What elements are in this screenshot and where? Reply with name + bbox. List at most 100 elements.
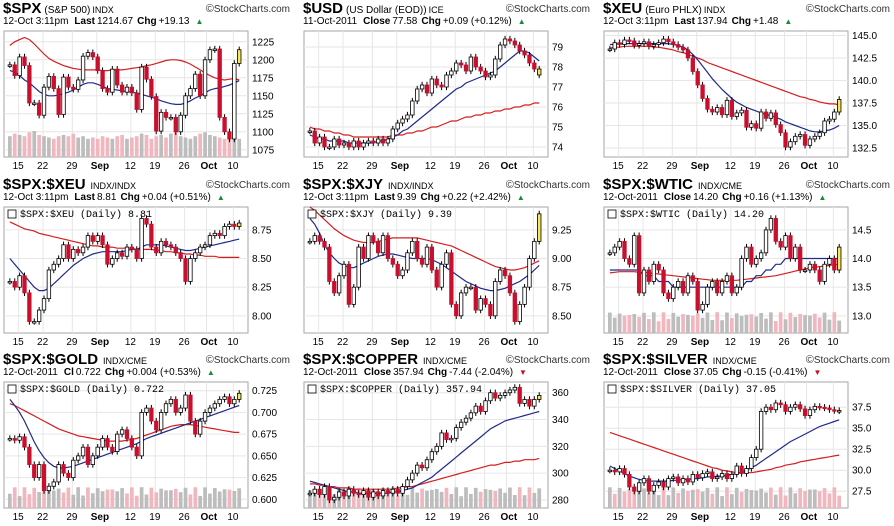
ma-slow-line [309,457,540,490]
x-tick-label: 26 [179,512,191,523]
symbol: $SPX [3,0,42,17]
volume-bar [690,489,695,508]
y-tick-label: 0.600 [252,495,277,506]
legend-swatch-icon [7,209,17,219]
quote-date: 12-Oct 3:11pm [303,192,369,203]
volume-bar [71,494,76,508]
volume-bar [720,320,724,333]
chart-panel-7[interactable]: 360 340 320 300 280 15 22 29 Sep 12 19 26 Oct 10 $SPX:… [300,351,596,526]
exchange: INDX [92,5,114,15]
volume-bar [27,132,32,157]
volume-bar [8,136,12,157]
x-tick-label: 26 [779,512,791,523]
chart-panel-8[interactable]: 37.5 35.0 32.5 30.0 27.5 15 22 29 Sep 12 19 26 Oct 10… [600,351,894,526]
volume-bar [37,492,41,508]
volume-bar [237,138,242,157]
chart-svg-2: 145.0 142.5 140.0 137.5 135.0 132.5 15 22 29 Sep 1… [603,30,877,172]
volume-bar [95,488,100,508]
x-tick-label: Sep [691,337,709,348]
candle [7,64,13,67]
quote-info: 12-Oct-2011 Close 357.94 Chg -7.44 (-2.04%) ▼ [303,366,527,379]
volume-bar [739,315,744,333]
x-tick-label: Oct [201,512,218,523]
volume-bar [744,488,749,508]
series-legend: $SPX:$WTIC (Daily) 14.20 [620,209,764,221]
candle [700,473,705,479]
x-tick-label: 26 [179,337,191,348]
candle [46,485,52,492]
y-tick-label: 30.0 [852,466,872,477]
candle [527,54,532,64]
candle [371,235,376,242]
volume-bar [651,312,656,333]
x-tick-label: Sep [91,512,109,523]
copyright-icon: © [205,354,214,366]
candle [371,140,376,144]
candle [415,88,420,102]
y-tick-label: 77 [552,83,564,94]
chart-panel-2[interactable]: 145.0 142.5 140.0 137.5 135.0 132.5 15 22 29 Sep 1… [600,0,894,175]
chg-value: -7.44 (-2.04%) [449,367,514,378]
volume-bar [154,492,159,508]
candle [327,246,332,282]
candle [376,138,381,144]
candle [400,486,405,494]
volume-bar [803,315,807,333]
volume-bar [308,490,312,508]
volume-bar [473,487,478,508]
brand-watermark: ©StockCharts.com [206,354,290,366]
candle [788,406,793,412]
chart-panel-6[interactable]: 0.725 0.700 0.675 0.650 0.625 0.600 15 22 29 Sep 1… [0,351,296,526]
candle [463,64,469,72]
quote-date: 12-Oct-2011 [603,192,658,203]
x-tick-label: 15 [13,161,25,172]
panel-title: $SPX:$XEU INDX/INDX [3,176,136,196]
candle [17,275,22,288]
y-tick-label: 8.75 [252,225,272,236]
volume-bar [798,488,803,508]
candle [817,132,822,137]
brand-text: StockCharts.com [513,180,590,191]
chart-panel-3[interactable]: 8.75 8.50 8.25 8.00 15 22 29 Sep 12 19 26 Oct 10 $SPX… [0,176,296,351]
candle [154,420,159,431]
x-tick-label: 10 [227,337,239,348]
candle [493,58,498,76]
candle [632,235,637,265]
x-tick-label: Sep [691,161,709,172]
exchange: ICE [428,5,444,15]
brand-text: StockCharts.com [213,180,290,191]
chart-panel-0[interactable]: 1225 1200 1175 1150 1125 1100 1075 15 22 29 Sep 12 1… [0,0,296,175]
candle [502,38,508,46]
x-tick-label: 15 [13,337,25,348]
y-tick-label: 0.625 [252,473,277,484]
x-tick-label: 19 [749,512,761,523]
chart-panel-5[interactable]: 14.5 14.0 13.5 13.0 15 22 29 Sep 12 19 26 Oct 10 $SPX… [600,176,894,351]
candle [56,464,61,483]
x-tick-label: 29 [66,337,78,348]
candle [612,469,617,473]
last-value: 137.94 [696,16,728,27]
x-tick-label: 29 [366,337,378,348]
candle [41,86,47,116]
candle [307,130,313,133]
volume-bar [803,491,807,508]
x-tick-label: 22 [637,337,649,348]
chart-panel-1[interactable]: 79 78 77 76 75 74 15 22 29 Sep 12 19 26 Oct 10 $USD (US… [300,0,596,175]
volume-bar [203,487,207,508]
candle [110,68,115,93]
candle [361,490,366,495]
candle [90,455,95,465]
candle [61,464,66,474]
candle [641,478,647,484]
candle [149,223,154,248]
x-tick-label: 15 [613,337,625,348]
x-tick-label: 29 [366,161,378,172]
chart-panel-4[interactable]: 9.25 9.00 8.75 8.50 15 22 29 Sep 12 19 26 Oct 10 $SPX… [300,176,596,351]
candle [502,269,508,277]
y-tick-label: 14.5 [852,225,872,236]
candle [754,258,759,265]
chart-svg-1: 79 78 77 76 75 74 15 22 29 Sep 12 19 26 Oct 10 [303,30,564,172]
candle [512,386,517,391]
volume-bar [222,138,227,157]
candle [429,78,435,94]
